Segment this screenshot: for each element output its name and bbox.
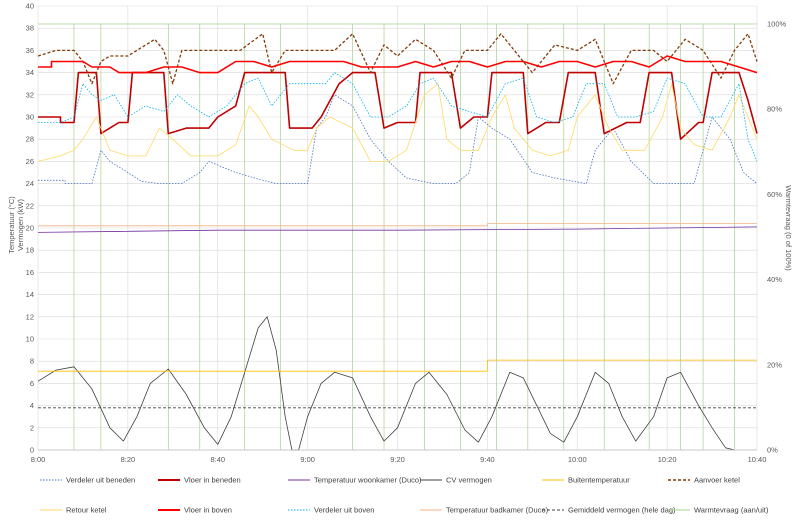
y-left-tick-label: 2 [30,423,34,432]
y-left-label-line1: Temperatuur (°C) [7,196,16,254]
x-tick-label: 10:40 [748,455,767,464]
x-tick-label: 8:20 [121,455,136,464]
y-left-tick-label: 36 [26,46,34,55]
series-line-vloer-in-boven [38,55,758,74]
y-left-tick-label: 14 [26,290,34,299]
legend-label: Verdeler uit boven [314,506,374,515]
legend-label: Vloer in beneden [184,476,241,485]
legend-label: CV vermogen [446,476,492,485]
y-right-tick-label: 0% [767,446,778,455]
y-left-tick-label: 22 [26,201,34,210]
x-tick-label: 9:20 [390,455,405,464]
y-left-tick-label: 18 [26,246,34,255]
legend-label: Warmtevraag (aan/uit) [694,506,769,515]
series-line-vloer-in-beneden [38,71,758,140]
y-right-tick-label: 100% [767,20,787,29]
x-tick-label: 9:00 [300,455,315,464]
y-left-tick-label: 38 [26,24,34,33]
y-left-tick-label: 34 [26,68,34,77]
y-left-tick-label: 40 [26,2,34,11]
y-left-label-line2: Vermogen (kW) [16,198,25,251]
x-tick-label: 10:00 [568,455,587,464]
y-right-tick-label: 60% [767,190,782,199]
series-line-temperatuur-woonkamer-duco [37,226,758,233]
legend-label: Temperatuur badkamer (Duco) [446,506,549,515]
y-left-tick-label: 20 [26,224,34,233]
legend-label: Temperatuur woonkamer (Duco) [314,476,422,485]
y-left-tick-label: 12 [26,312,34,321]
legend-label: Verdeler uit beneden [66,476,135,485]
legend-label: Vloer in boven [184,506,232,515]
series-layer [37,23,758,451]
x-tick-label: 8:40 [210,455,225,464]
y-left-tick-label: 28 [26,135,34,144]
y-left-tick-label: 24 [26,179,34,188]
y-left-tick-label: 30 [26,113,34,122]
y-left-tick-label: 26 [26,157,34,166]
y-left-tick-label: 10 [26,335,34,344]
y-right-tick-label: 20% [767,360,782,369]
series-line-verdeler-uit-beneden [38,94,758,184]
series-line-temperatuur-badkamer-duco [38,223,757,227]
y-left-tick-label: 4 [30,401,34,410]
series-line-retour-ketel [37,83,758,162]
series-line-aanvoer-ketel [37,33,758,85]
legend: Verdeler uit beneden Vloer in beneden Temp… [40,476,769,515]
series-line-buitentemperatuur [38,359,757,372]
y-left-tick-label: 6 [30,379,34,388]
legend-label: Retour ketel [66,506,107,515]
axes: 02468101214161820222426283032343638408:0… [26,2,787,465]
y-left-tick-label: 0 [30,446,34,455]
y-right-label: Warmtevraag (0 of 100%) [784,185,793,271]
y-left-tick-label: 32 [26,90,34,99]
series-line-cv-vermogen [37,316,735,451]
y-left-tick-label: 8 [30,357,34,366]
x-tick-label: 9:40 [480,455,495,464]
grid [37,5,758,451]
legend-label: Gemiddeld vermogen (hele dag) [568,506,676,515]
series-line-verdeler-uit-boven [38,72,758,162]
y-right-tick-label: 80% [767,105,782,114]
y-right-tick-label: 40% [767,275,782,284]
y-left-tick-label: 16 [26,268,34,277]
legend-label: Buitentemperatuur [568,476,630,485]
x-tick-label: 10:20 [658,455,677,464]
legend-label: Aanvoer ketel [694,476,740,485]
x-tick-label: 8:00 [31,455,46,464]
